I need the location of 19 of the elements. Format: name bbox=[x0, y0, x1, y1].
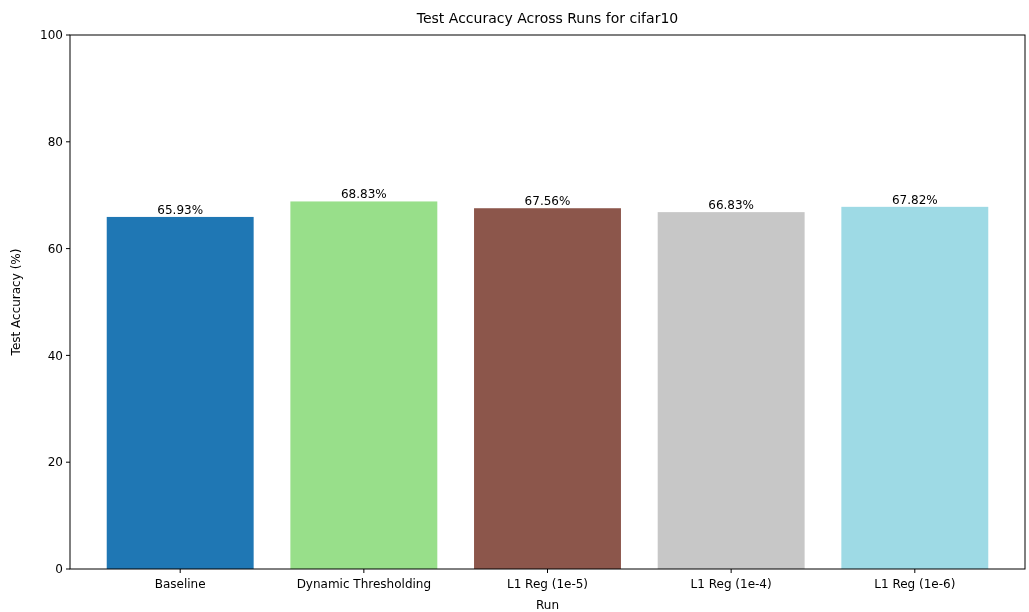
y-tick-label: 0 bbox=[55, 562, 63, 577]
y-tick-label: 80 bbox=[47, 135, 63, 149]
data-label: 65.93% bbox=[157, 202, 204, 217]
x-tick-label: L1 Reg (1e-4) bbox=[690, 577, 772, 591]
y-tick-label: 100 bbox=[40, 28, 63, 43]
data-label: 68.83% bbox=[340, 187, 387, 202]
data-label: 67.82% bbox=[891, 192, 938, 207]
y-tick-label: 20 bbox=[47, 455, 63, 470]
data-label: 66.83% bbox=[708, 198, 755, 213]
x-tick-label: Dynamic Thresholding bbox=[296, 577, 432, 591]
data-label: 67.56% bbox=[524, 194, 571, 209]
chart-title: Test Accuracy Across Runs for cifar10 bbox=[415, 10, 679, 26]
x-tick-label: Baseline bbox=[154, 577, 206, 591]
y-tick-label: 40 bbox=[47, 348, 63, 363]
x-tick-label: L1 Reg (1e-5) bbox=[506, 577, 589, 591]
y-tick-label: 60 bbox=[47, 241, 63, 256]
x-tick-label: L1 Reg (1e-6) bbox=[874, 577, 956, 591]
x-axis-title: Run bbox=[535, 598, 560, 612]
y-axis-title: Test Accuracy (%) bbox=[9, 248, 23, 357]
